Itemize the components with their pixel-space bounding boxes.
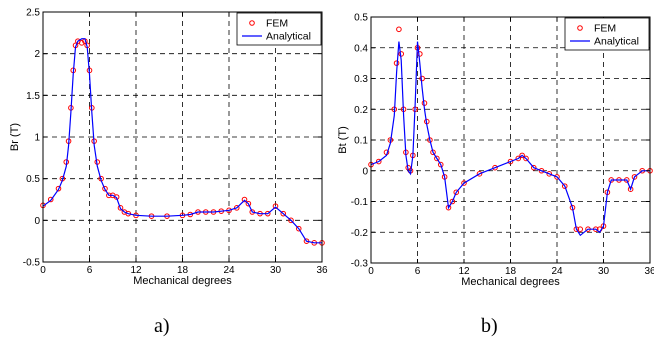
data-point-fem [546,171,553,177]
data-point-fem [241,196,248,203]
caption-a: a) [154,315,170,337]
chart-1: 0 6 12 18 24 30 36 -0.3 -0.2 -0.1 0 0.1 0.2 0.3 0.4 0.5… [337,13,654,289]
y-tick-label: 0.5 [354,13,368,24]
y-tick-label: 1 [34,133,40,144]
series-line-analytical [42,38,322,244]
x-tick-label: 6 [87,265,93,276]
data-point-fem [102,185,108,192]
legend-label-fem: FEM [266,18,288,30]
legend-box [564,17,650,51]
y-tick-label: 2.5 [26,8,40,19]
x-tick-label: 30 [598,266,610,277]
y-tick-label: 0 [34,216,40,227]
x-axis-label: Mechanical degrees [133,275,232,287]
data-point-fem [78,40,85,46]
legend-swatch-fem [577,25,583,31]
data-point-fem [396,26,402,33]
y-tick-label: 1.5 [26,91,40,102]
data-point-fem [554,174,560,180]
data-point-fem [461,180,467,186]
legend-label-analytical: Analytical [594,36,639,48]
legend-swatch-fem [249,20,255,26]
data-point-fem [476,171,483,177]
caption-b: b) [481,315,498,337]
y-axis-label: Bt (T) [337,126,349,154]
data-point-fem [245,200,252,207]
data-point-fem [280,210,287,217]
data-point-fem [453,189,460,196]
x-tick-label: 0 [368,266,374,277]
x-tick-label: 36 [644,266,654,277]
y-tick-label: -0.5 [23,258,41,269]
data-point-fem [375,158,382,165]
data-point-fem [515,155,522,162]
x-tick-label: 18 [177,265,189,276]
y-tick-label: -0.3 [351,259,369,270]
x-tick-label: 30 [270,265,282,276]
x-axis-label: Mechanical degrees [461,276,560,288]
y-tick-label: 0.2 [354,105,368,116]
data-point-fem [47,196,54,203]
data-point-fem [530,164,537,171]
legend-box [236,12,322,46]
data-point-fem [295,225,302,232]
y-tick-label: -0.2 [351,228,369,239]
x-tick-label: 18 [505,266,517,277]
y-tick-label: 0.5 [26,174,40,185]
data-point-fem [288,217,294,224]
data-point-fem [538,167,545,174]
legend-label-analytical: Analytical [266,31,311,43]
data-point-fem [437,161,444,168]
data-point-fem [631,174,638,180]
y-tick-label: 0 [362,166,368,177]
y-axis-label: Br (T) [9,123,21,151]
data-point-fem [55,185,62,192]
y-tick-label: 0.4 [354,43,368,54]
data-point-fem [519,152,525,159]
x-tick-label: 24 [223,265,235,276]
data-point-fem [434,155,440,162]
y-tick-label: 0.3 [354,74,368,85]
data-point-fem [627,186,634,192]
data-point-fem [419,75,425,82]
data-point-fem [561,183,568,189]
data-point-fem [117,205,124,211]
data-point-fem [507,158,514,165]
y-tick-label: 0.1 [354,136,368,147]
x-tick-label: 0 [40,265,46,276]
data-point-fem [523,155,529,162]
y-tick-label: -0.1 [351,197,369,208]
x-tick-label: 12 [458,266,470,277]
data-point-fem [577,226,584,232]
data-point-fem [492,164,498,171]
x-tick-label: 36 [316,265,328,276]
data-point-fem [449,198,456,205]
x-tick-label: 24 [551,266,563,277]
data-point-fem [233,205,240,211]
data-point-fem [272,203,279,209]
legend-label-fem: FEM [594,23,616,35]
x-tick-label: 6 [415,266,421,277]
series-line-analytical [370,41,650,237]
y-tick-label: 2 [34,49,40,60]
x-tick-label: 12 [130,265,142,276]
